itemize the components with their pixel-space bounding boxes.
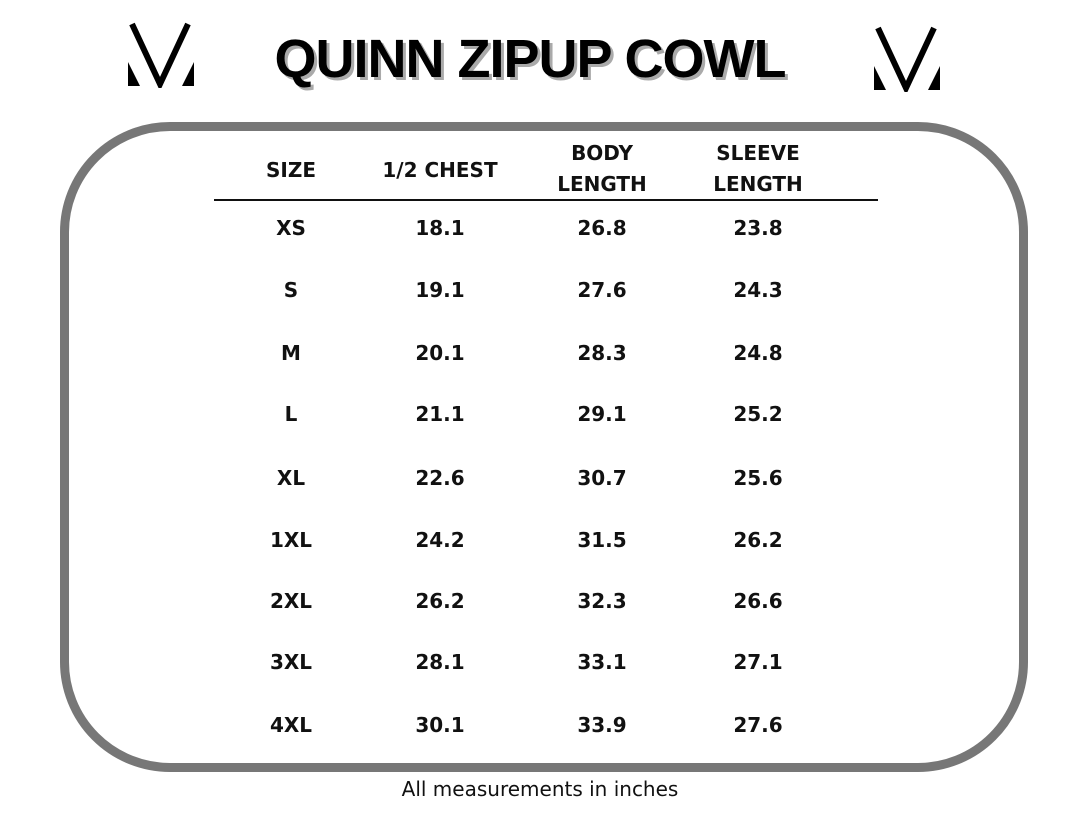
measurement-cell: 19.1 — [415, 278, 465, 302]
size-cell: 4XL — [269, 713, 313, 737]
column-header: 1/2 CHEST — [382, 155, 497, 186]
measurement-cell: 24.3 — [733, 278, 783, 302]
measurement-cell: 23.8 — [733, 216, 783, 240]
measurement-cell: 26.2 — [415, 589, 465, 613]
measurement-cell: 27.1 — [733, 650, 783, 674]
size-cell: XS — [276, 216, 306, 240]
measurement-cell: 26.2 — [733, 528, 783, 552]
measurement-cell: 27.6 — [577, 278, 627, 302]
size-cell: 1XL — [269, 528, 313, 552]
measurement-cell: 24.8 — [733, 341, 783, 365]
page-title: QUINN ZIPUP COWL — [274, 29, 786, 89]
measurement-cell: 33.1 — [577, 650, 627, 674]
measurement-cell: 30.7 — [577, 466, 627, 490]
column-header-line: LENGTH — [713, 172, 803, 196]
measurement-cell: 25.2 — [733, 402, 783, 426]
measurement-cell: 26.8 — [577, 216, 627, 240]
size-cell: 3XL — [269, 650, 313, 674]
column-header: SIZE — [266, 155, 316, 186]
measurement-cell: 20.1 — [415, 341, 465, 365]
measurement-cell: 29.1 — [577, 402, 627, 426]
measurement-cell: 18.1 — [415, 216, 465, 240]
column-header-line: BODY — [571, 141, 633, 165]
size-cell: 2XL — [269, 589, 313, 613]
column-header: BODY LENGTH — [557, 138, 647, 200]
column-header-line: 1/2 CHEST — [382, 158, 498, 182]
size-cell: XL — [276, 466, 306, 490]
column-header: SLEEVE LENGTH — [713, 138, 803, 200]
table-frame — [60, 122, 1028, 772]
measurement-cell: 33.9 — [577, 713, 627, 737]
column-header-line: SLEEVE — [716, 141, 800, 165]
size-cell: L — [284, 402, 298, 426]
measurement-cell: 28.3 — [577, 341, 627, 365]
measurement-cell: 21.1 — [415, 402, 465, 426]
measurement-cell: 26.6 — [733, 589, 783, 613]
header-divider — [214, 199, 878, 201]
size-cell: S — [283, 278, 299, 302]
measurement-cell: 25.6 — [733, 466, 783, 490]
measurement-cell: 31.5 — [577, 528, 627, 552]
measurement-cell: 27.6 — [733, 713, 783, 737]
measurement-cell: 24.2 — [415, 528, 465, 552]
mv-logo-icon — [874, 26, 940, 92]
measurement-cell: 28.1 — [415, 650, 465, 674]
size-cell: M — [281, 341, 301, 365]
mv-logo-icon — [128, 22, 194, 88]
measurement-cell: 32.3 — [577, 589, 627, 613]
column-header-line: LENGTH — [557, 172, 647, 196]
measurement-cell: 30.1 — [415, 713, 465, 737]
column-header-line: SIZE — [265, 158, 317, 182]
measurement-cell: 22.6 — [415, 466, 465, 490]
footnote: All measurements in inches — [401, 777, 679, 801]
